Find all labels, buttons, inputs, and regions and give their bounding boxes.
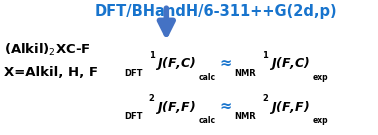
Text: NMR: NMR	[234, 112, 256, 121]
Text: $\boldsymbol{J}$(F,C): $\boldsymbol{J}$(F,C)	[269, 55, 311, 72]
Text: $\boldsymbol{J}$(F,F): $\boldsymbol{J}$(F,F)	[269, 99, 310, 116]
Text: calc: calc	[199, 73, 216, 82]
Text: 2: 2	[149, 94, 155, 103]
Text: (Alkil)$_2$XC-F: (Alkil)$_2$XC-F	[4, 42, 90, 58]
Text: ≈: ≈	[220, 55, 232, 70]
Text: exp: exp	[313, 116, 328, 125]
Text: X=Alkil, H, F: X=Alkil, H, F	[4, 66, 98, 79]
Text: ≈: ≈	[220, 99, 232, 114]
Text: calc: calc	[199, 116, 216, 125]
Text: DFT: DFT	[125, 112, 143, 121]
Text: DFT/BHandH/6-311++G(2d,p): DFT/BHandH/6-311++G(2d,p)	[94, 4, 337, 19]
Text: 1: 1	[262, 51, 268, 60]
Text: $\boldsymbol{J}$(F,F): $\boldsymbol{J}$(F,F)	[155, 99, 196, 116]
Text: DFT: DFT	[125, 69, 143, 78]
Text: $\boldsymbol{J}$(F,C): $\boldsymbol{J}$(F,C)	[155, 55, 197, 72]
Text: 2: 2	[262, 94, 268, 103]
Text: NMR: NMR	[234, 69, 256, 78]
Text: 1: 1	[149, 51, 155, 60]
Text: exp: exp	[313, 73, 328, 82]
